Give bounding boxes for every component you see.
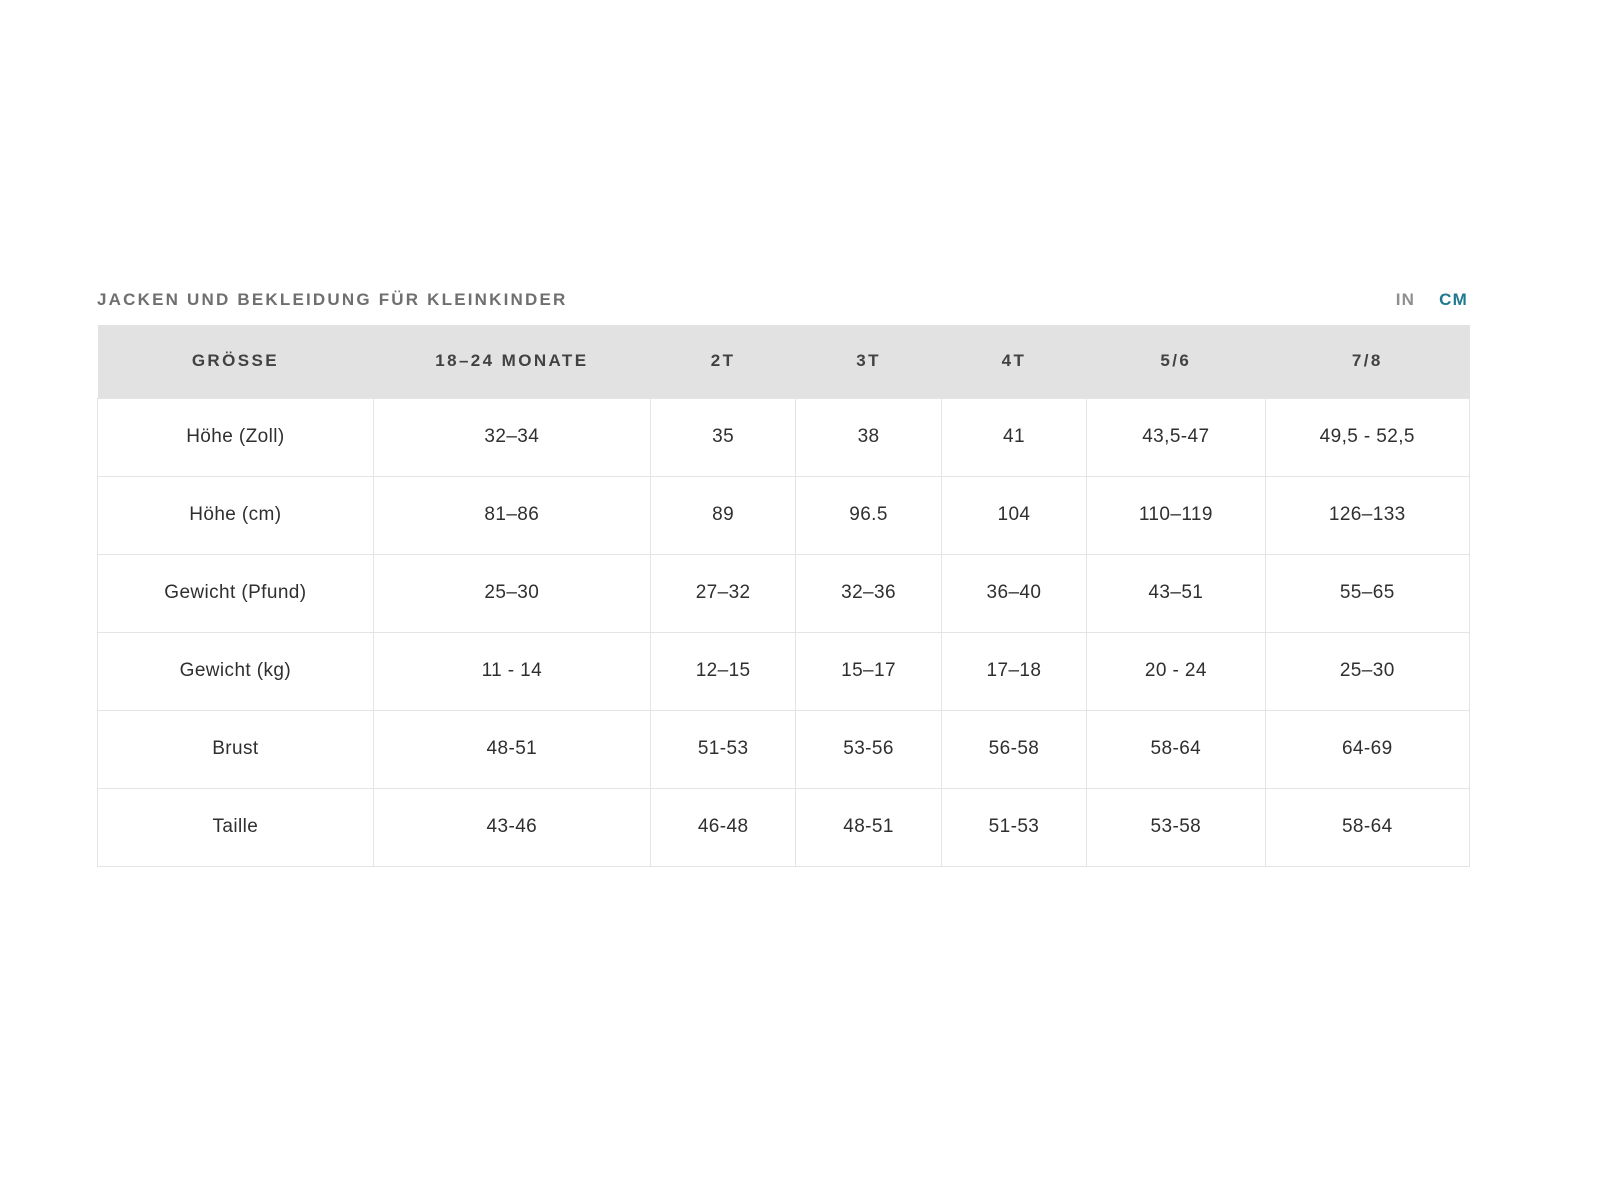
table-cell: 58-64 xyxy=(1086,709,1266,789)
table-cell: 20 - 24 xyxy=(1086,631,1266,711)
table-cell: 51-53 xyxy=(940,787,1088,867)
table-cell: 17–18 xyxy=(940,631,1088,711)
table-cell: 55–65 xyxy=(1264,553,1471,633)
chart-header: JACKEN UND BEKLEIDUNG FÜR KLEINKINDER IN… xyxy=(97,290,1470,310)
row-label: Taille xyxy=(97,787,374,867)
table-cell: 43–51 xyxy=(1086,553,1266,633)
table-row: Höhe (Zoll) 32–34 35 38 41 43,5-47 49,5 … xyxy=(97,397,1471,477)
table-cell: 27–32 xyxy=(649,553,797,633)
table-cell: 12–15 xyxy=(649,631,797,711)
table-cell: 35 xyxy=(649,397,797,477)
unit-toggle-in[interactable]: IN xyxy=(1395,290,1416,309)
table-cell: 43,5-47 xyxy=(1086,397,1266,477)
row-label: Gewicht (Pfund) xyxy=(97,553,374,633)
column-header-3t: 3T xyxy=(795,325,942,398)
row-label: Höhe (cm) xyxy=(97,475,374,555)
table-row: Brust 48-51 51-53 53-56 56-58 58-64 64-6… xyxy=(97,709,1471,789)
column-header-18-24: 18–24 MONATE xyxy=(373,325,651,398)
row-label: Brust xyxy=(97,709,374,789)
table-row: Höhe (cm) 81–86 89 96.5 104 110–119 126–… xyxy=(97,475,1471,555)
table-cell: 38 xyxy=(795,397,942,477)
table-cell: 11 - 14 xyxy=(372,631,651,711)
table-cell: 53-58 xyxy=(1086,787,1266,867)
table-cell: 89 xyxy=(649,475,797,555)
table-cell: 32–36 xyxy=(795,553,942,633)
column-header-4t: 4T xyxy=(941,325,1087,398)
column-header-5-6: 5/6 xyxy=(1086,325,1266,398)
table-cell: 53-56 xyxy=(795,709,942,789)
table-cell: 15–17 xyxy=(795,631,942,711)
table-cell: 25–30 xyxy=(1264,631,1471,711)
column-header-groesse: GRÖSSE xyxy=(97,325,374,398)
table-row: Gewicht (kg) 11 - 14 12–15 15–17 17–18 2… xyxy=(97,631,1471,711)
table-row: Gewicht (Pfund) 25–30 27–32 32–36 36–40 … xyxy=(97,553,1471,633)
table-cell: 104 xyxy=(940,475,1088,555)
table-cell: 64-69 xyxy=(1264,709,1471,789)
table-cell: 48-51 xyxy=(795,787,942,867)
size-chart-panel: JACKEN UND BEKLEIDUNG FÜR KLEINKINDER IN… xyxy=(97,290,1471,867)
table-cell: 126–133 xyxy=(1264,475,1471,555)
table-cell: 96.5 xyxy=(795,475,942,555)
table-cell: 46-48 xyxy=(649,787,797,867)
row-label: Höhe (Zoll) xyxy=(97,397,374,477)
row-label: Gewicht (kg) xyxy=(97,631,374,711)
table-cell: 58-64 xyxy=(1264,787,1471,867)
table-cell: 25–30 xyxy=(372,553,651,633)
table-cell: 49,5 - 52,5 xyxy=(1264,397,1471,477)
table-cell: 51-53 xyxy=(649,709,797,789)
table-cell: 36–40 xyxy=(940,553,1088,633)
table-cell: 41 xyxy=(940,397,1088,477)
chart-title: JACKEN UND BEKLEIDUNG FÜR KLEINKINDER xyxy=(97,290,568,309)
table-cell: 48-51 xyxy=(372,709,651,789)
table-cell: 32–34 xyxy=(372,397,651,477)
table-cell: 81–86 xyxy=(372,475,651,555)
unit-toggle: IN CM xyxy=(1396,290,1468,310)
column-header-7-8: 7/8 xyxy=(1265,325,1470,398)
table-cell: 43-46 xyxy=(372,787,651,867)
table-cell: 110–119 xyxy=(1086,475,1266,555)
unit-toggle-cm[interactable]: CM xyxy=(1439,290,1468,309)
table-row: Taille 43-46 46-48 48-51 51-53 53-58 58-… xyxy=(97,787,1471,867)
size-chart-table: GRÖSSE 18–24 MONATE 2T 3T 4T 5/6 7/8 Höh… xyxy=(97,325,1471,867)
table-cell: 56-58 xyxy=(940,709,1088,789)
column-header-2t: 2T xyxy=(650,325,796,398)
header-row: GRÖSSE 18–24 MONATE 2T 3T 4T 5/6 7/8 xyxy=(97,325,1470,398)
